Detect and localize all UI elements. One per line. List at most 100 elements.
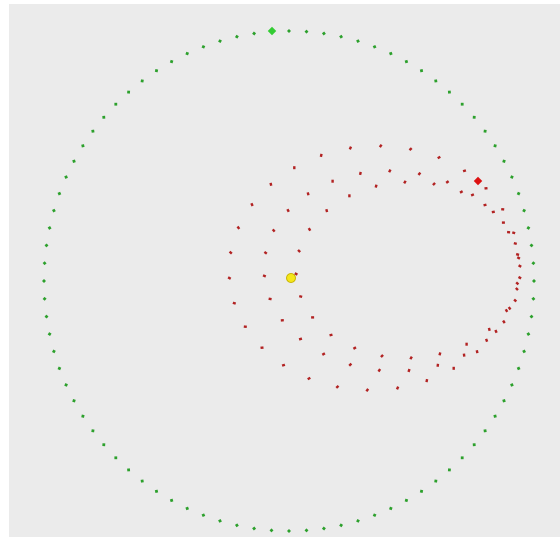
inner-trail-dot <box>377 368 382 373</box>
outer-trail-dot <box>114 456 118 460</box>
outer-trail-dot <box>140 479 144 483</box>
inner-trail-dot <box>311 316 315 319</box>
inner-trail-dot <box>432 182 436 186</box>
outer-trail-dot <box>64 383 68 387</box>
outer-trail-dot <box>531 296 536 301</box>
inner-trail-dot <box>395 386 400 390</box>
inner-trail-dot <box>507 230 511 234</box>
outer-trail-dot <box>102 443 106 447</box>
outer-trail-dot <box>493 414 497 418</box>
outer-trail-dot <box>52 349 56 354</box>
outer-trail-dot <box>321 526 326 531</box>
inner-trail-dot <box>358 171 362 176</box>
inner-trail-dot <box>321 352 326 356</box>
inner-trail-dot <box>352 346 357 350</box>
inner-trail-dot <box>513 298 518 303</box>
outer-trail-dot <box>169 498 174 503</box>
inner-trail-dot <box>268 297 272 301</box>
outer-trail-dot <box>252 31 257 36</box>
inner-trail-dot <box>388 169 392 173</box>
inner-trail-dot <box>325 208 329 213</box>
inner-trail-dot <box>380 354 384 358</box>
outer-trail-dot <box>372 513 377 518</box>
outer-trail-dot <box>472 443 476 447</box>
inner-trail-dot <box>271 228 276 233</box>
inner-trail-dot <box>280 319 284 322</box>
outer-trail-dot <box>91 129 95 133</box>
inner-trail-dot <box>263 250 268 255</box>
inner-trail-dot <box>228 250 233 255</box>
inner-trail-dot <box>365 388 370 393</box>
inner-trail-dot <box>250 202 254 207</box>
inner-trail-dot <box>335 385 340 389</box>
outer-trail-dot <box>185 506 190 511</box>
outer-trail-dot <box>72 159 76 163</box>
outer-trail-dot <box>304 528 309 533</box>
outer-trail-dot <box>339 523 344 528</box>
outer-trail-dot <box>47 225 52 230</box>
outer-trail-dot <box>388 506 393 511</box>
outer-trail-dot <box>47 332 52 337</box>
outer-trail-dot <box>460 102 464 106</box>
outer-trail-dot <box>234 34 239 39</box>
outer-planet-marker-icon <box>267 26 277 36</box>
inner-orbit-trail <box>227 143 522 393</box>
outer-orbit-trail <box>42 29 536 533</box>
outer-trail-dot <box>522 349 526 354</box>
inner-trail-dot <box>293 166 296 170</box>
inner-trail-dot <box>501 207 505 211</box>
inner-trail-dot <box>329 333 333 337</box>
inner-trail-dot <box>438 352 442 356</box>
inner-trail-dot <box>494 329 498 334</box>
outer-trail-dot <box>44 243 49 248</box>
outer-trail-dot <box>419 69 424 73</box>
outer-trail-dot <box>510 175 514 179</box>
outer-trail-dot <box>185 51 190 56</box>
inner-trail-dot <box>483 203 487 207</box>
outer-trail-dot <box>493 144 497 148</box>
outer-trail-dot <box>434 479 438 483</box>
inner-trail-dot <box>409 356 413 360</box>
inner-trail-dot <box>374 184 378 188</box>
outer-trail-dot <box>531 261 536 266</box>
inner-trail-dot <box>487 327 491 332</box>
outer-trail-dot <box>447 468 451 472</box>
outer-trail-dot <box>483 129 487 133</box>
outer-trail-dot <box>234 523 239 528</box>
inner-trail-dot <box>331 179 334 183</box>
outer-trail-dot <box>356 519 360 523</box>
inner-trail-dot <box>243 325 247 329</box>
inner-trail-dot <box>227 276 232 280</box>
inner-trail-dot <box>348 194 351 198</box>
inner-trail-dot <box>436 363 440 367</box>
outer-trail-dot <box>64 175 68 179</box>
outer-trail-dot <box>419 489 424 493</box>
canvas-background <box>9 4 560 537</box>
inner-trail-dot <box>236 225 241 230</box>
outer-trail-dot <box>52 208 56 213</box>
outer-trail-dot <box>372 44 377 49</box>
outer-trail-dot <box>42 296 47 301</box>
inner-trail-dot <box>501 221 505 224</box>
outer-trail-dot <box>201 513 206 518</box>
inner-trail-dot <box>417 171 422 176</box>
inner-trail-dot <box>294 272 298 276</box>
inner-trail-dot <box>260 346 264 350</box>
inner-trail-dot <box>437 155 441 160</box>
outer-trail-dot <box>81 144 85 148</box>
outer-trail-dot <box>154 489 159 493</box>
outer-trail-dot <box>483 429 487 433</box>
central-star-icon <box>286 273 296 283</box>
outer-trail-dot <box>321 31 326 36</box>
outer-trail-dot <box>388 51 393 56</box>
outer-trail-dot <box>154 69 159 73</box>
inner-trail-dot <box>507 306 512 311</box>
inner-trail-dot <box>445 180 450 184</box>
outer-trail-dot <box>140 79 144 83</box>
inner-trail-dot <box>306 192 310 196</box>
inner-trail-dot <box>403 180 407 184</box>
outer-trail-dot <box>91 429 95 433</box>
inner-trail-dot <box>491 210 495 214</box>
